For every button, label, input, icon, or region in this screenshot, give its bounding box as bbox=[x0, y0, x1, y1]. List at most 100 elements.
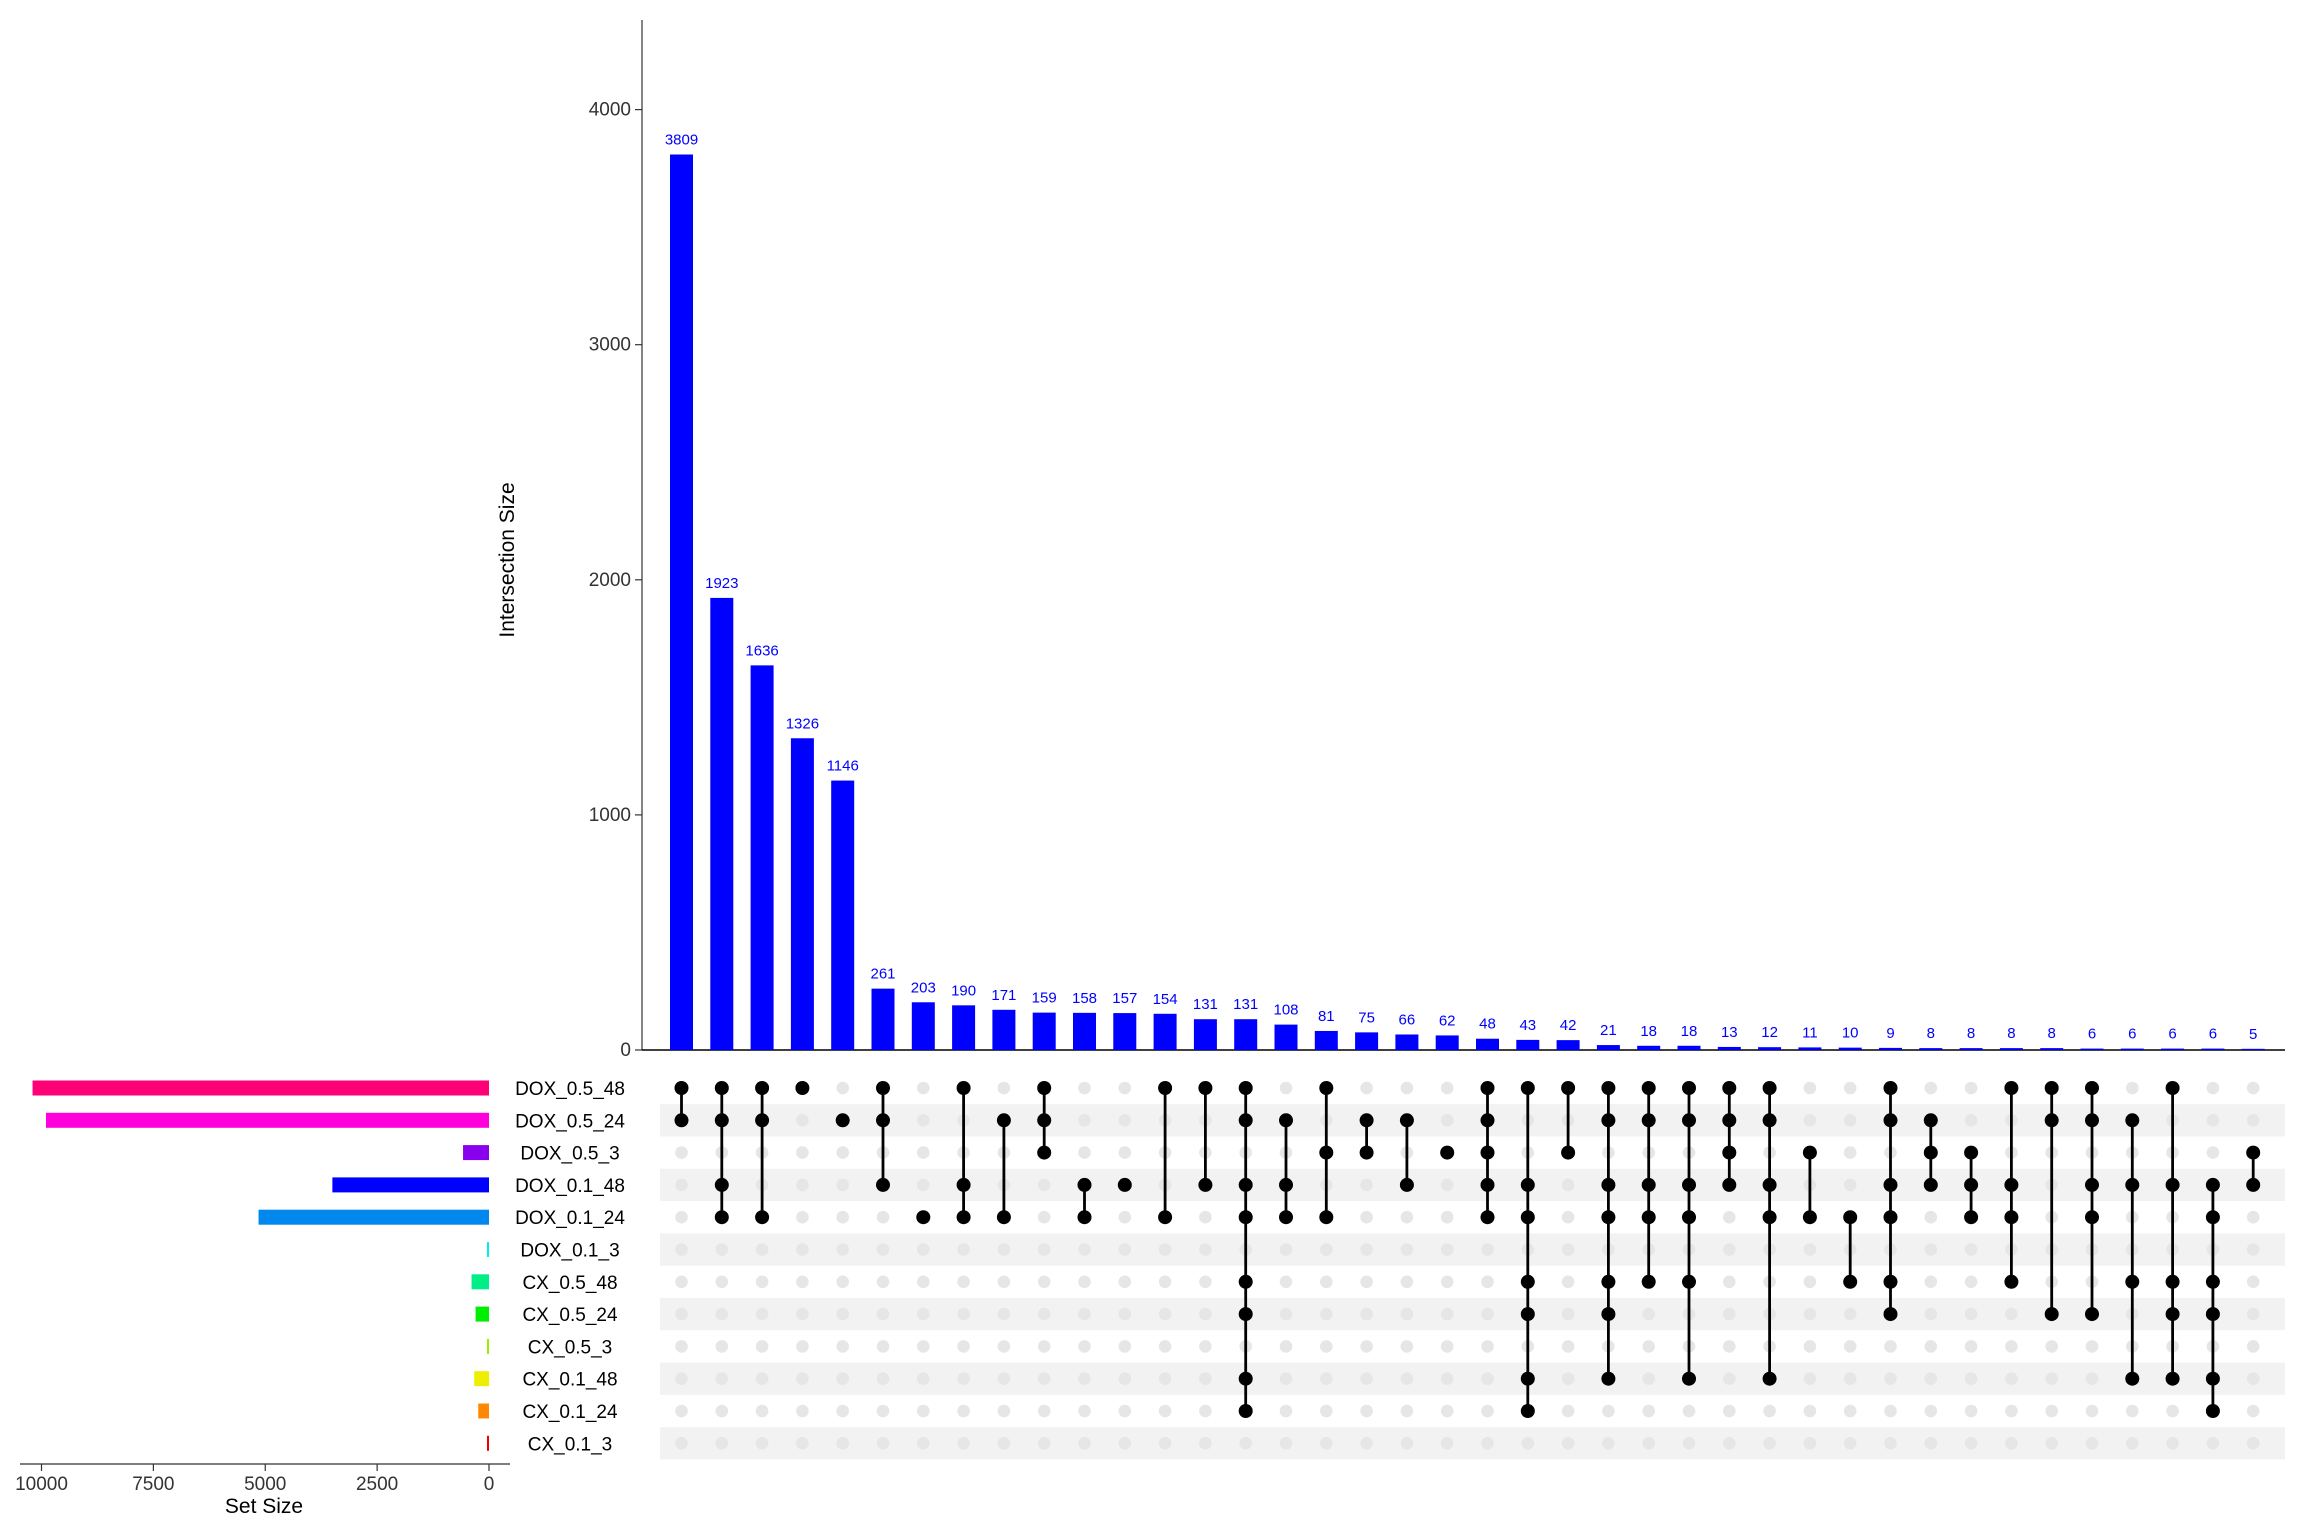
matrix-dot-inactive bbox=[1078, 1372, 1091, 1385]
matrix-dot-inactive bbox=[997, 1307, 1011, 1321]
matrix-dot-inactive bbox=[1924, 1210, 1938, 1224]
matrix-dot-inactive bbox=[675, 1178, 688, 1192]
matrix-dot-inactive bbox=[1400, 1340, 1414, 1353]
intersection-bar bbox=[1032, 1012, 1056, 1050]
matrix-dot-inactive bbox=[1199, 1307, 1212, 1321]
matrix-dot-active bbox=[1319, 1210, 1334, 1225]
intersection-bar bbox=[1516, 1039, 1540, 1050]
matrix-dot-inactive bbox=[1199, 1243, 1212, 1256]
set-size-bar bbox=[487, 1435, 489, 1451]
matrix-dot-inactive bbox=[2085, 1437, 2099, 1450]
matrix-dot-active bbox=[1399, 1113, 1414, 1128]
matrix-dot-active bbox=[1238, 1307, 1253, 1322]
matrix-dot-active bbox=[1480, 1210, 1495, 1225]
intersection-bar-value: 75 bbox=[1358, 1009, 1375, 1026]
matrix-dot-inactive bbox=[1440, 1404, 1454, 1418]
matrix-dot-active bbox=[876, 1177, 890, 1192]
matrix-dot-inactive bbox=[2126, 1404, 2139, 1418]
matrix-dot-active bbox=[2165, 1081, 2180, 1095]
set-name-label: DOX_0.5_48 bbox=[515, 1079, 625, 1100]
intersection-bar bbox=[1798, 1047, 1822, 1050]
matrix-dot-active bbox=[1601, 1210, 1616, 1225]
matrix-dot-inactive bbox=[2206, 1081, 2220, 1095]
matrix-dot-active bbox=[1037, 1113, 1052, 1128]
matrix-dot-active bbox=[1238, 1274, 1253, 1289]
matrix-dot-active bbox=[1762, 1371, 1777, 1386]
matrix-dot-inactive bbox=[1924, 1243, 1938, 1256]
matrix-dot-active bbox=[1682, 1274, 1696, 1289]
matrix-dot-inactive bbox=[957, 1437, 970, 1450]
matrix-dot-active bbox=[1520, 1307, 1535, 1322]
matrix-dot-active bbox=[714, 1113, 729, 1128]
matrix-dot-inactive bbox=[755, 1404, 769, 1418]
matrix-dot-inactive bbox=[2246, 1340, 2260, 1353]
matrix-dot-inactive bbox=[1843, 1340, 1857, 1353]
matrix-dot-inactive bbox=[715, 1307, 729, 1321]
matrix-dot-inactive bbox=[1118, 1081, 1132, 1095]
matrix-dot-active bbox=[2085, 1210, 2099, 1225]
set-name-label: DOX_0.5_3 bbox=[520, 1144, 619, 1165]
matrix-dot-inactive bbox=[1964, 1114, 1978, 1127]
matrix-dot-inactive bbox=[1561, 1372, 1575, 1385]
matrix-dot-active bbox=[835, 1113, 850, 1128]
matrix-dot-inactive bbox=[876, 1340, 890, 1353]
intersection-bar-value: 8 bbox=[1927, 1025, 1935, 1042]
matrix-dot-inactive bbox=[1118, 1210, 1132, 1224]
matrix-dot-inactive bbox=[796, 1114, 809, 1127]
intersection-bar-value: 8 bbox=[2048, 1025, 2056, 1042]
matrix-dot-inactive bbox=[1763, 1437, 1776, 1450]
matrix-dot-inactive bbox=[836, 1178, 849, 1192]
matrix-dot-active bbox=[1802, 1210, 1817, 1225]
matrix-dot-inactive bbox=[1964, 1404, 1978, 1418]
matrix-dot-active bbox=[1843, 1210, 1858, 1225]
matrix-dot-inactive bbox=[1884, 1404, 1897, 1418]
matrix-dot-inactive bbox=[957, 1307, 970, 1321]
matrix-dot-inactive bbox=[1279, 1437, 1293, 1450]
matrix-dot-inactive bbox=[1481, 1437, 1494, 1450]
matrix-dot-inactive bbox=[715, 1372, 729, 1385]
matrix-dot-inactive bbox=[876, 1210, 890, 1224]
matrix-dot-inactive bbox=[1158, 1340, 1172, 1353]
matrix-dot-active bbox=[1722, 1081, 1737, 1095]
matrix-dot-active bbox=[1883, 1210, 1898, 1225]
matrix-dot-active bbox=[2246, 1177, 2261, 1192]
intersection-bar-value: 66 bbox=[1399, 1011, 1416, 1028]
set-name-label: CX_0.5_24 bbox=[522, 1305, 618, 1326]
matrix-dot-inactive bbox=[1360, 1178, 1373, 1192]
matrix-dot-active bbox=[2165, 1177, 2180, 1192]
intersection-bar-value: 159 bbox=[1032, 990, 1057, 1007]
matrix-dot-inactive bbox=[2166, 1437, 2179, 1450]
matrix-dot-inactive bbox=[675, 1243, 688, 1256]
matrix-dot-inactive bbox=[1360, 1243, 1373, 1256]
set-size-tick-label: 7500 bbox=[132, 1474, 174, 1495]
intersection-bar bbox=[1596, 1045, 1620, 1050]
matrix-dot-inactive bbox=[836, 1081, 849, 1095]
matrix-dot-inactive bbox=[755, 1437, 769, 1450]
matrix-dot-active bbox=[1641, 1177, 1656, 1192]
intersection-bar bbox=[992, 1009, 1016, 1050]
intersection-bar bbox=[1637, 1045, 1661, 1050]
matrix-dot-active bbox=[2044, 1113, 2059, 1128]
matrix-dot-inactive bbox=[957, 1372, 970, 1385]
matrix-dot-active bbox=[2085, 1177, 2099, 1192]
matrix-dot-active bbox=[1883, 1113, 1898, 1128]
matrix-dot-active bbox=[1601, 1307, 1616, 1322]
matrix-dot-inactive bbox=[1078, 1307, 1091, 1321]
set-size-bar bbox=[471, 1274, 489, 1290]
matrix-dot-inactive bbox=[1803, 1307, 1817, 1321]
matrix-dot-active bbox=[1279, 1210, 1293, 1225]
set-size-bar bbox=[32, 1080, 490, 1096]
matrix-dot-active bbox=[1520, 1081, 1535, 1095]
set-size-bar bbox=[487, 1338, 489, 1354]
intersection-bar bbox=[2080, 1048, 2104, 1050]
matrix-dot-active bbox=[1682, 1113, 1696, 1128]
matrix-dot-inactive bbox=[1440, 1307, 1454, 1321]
set-name-label: DOX_0.1_3 bbox=[520, 1241, 619, 1262]
matrix-dot-inactive bbox=[1602, 1437, 1615, 1450]
matrix-dot-inactive bbox=[1723, 1437, 1736, 1450]
matrix-dot-active bbox=[1762, 1113, 1777, 1128]
matrix-dot-inactive bbox=[1924, 1307, 1938, 1321]
matrix-dot-inactive bbox=[796, 1275, 809, 1289]
intersection-bar-value: 131 bbox=[1193, 996, 1218, 1013]
matrix-dot-active bbox=[2125, 1371, 2140, 1386]
